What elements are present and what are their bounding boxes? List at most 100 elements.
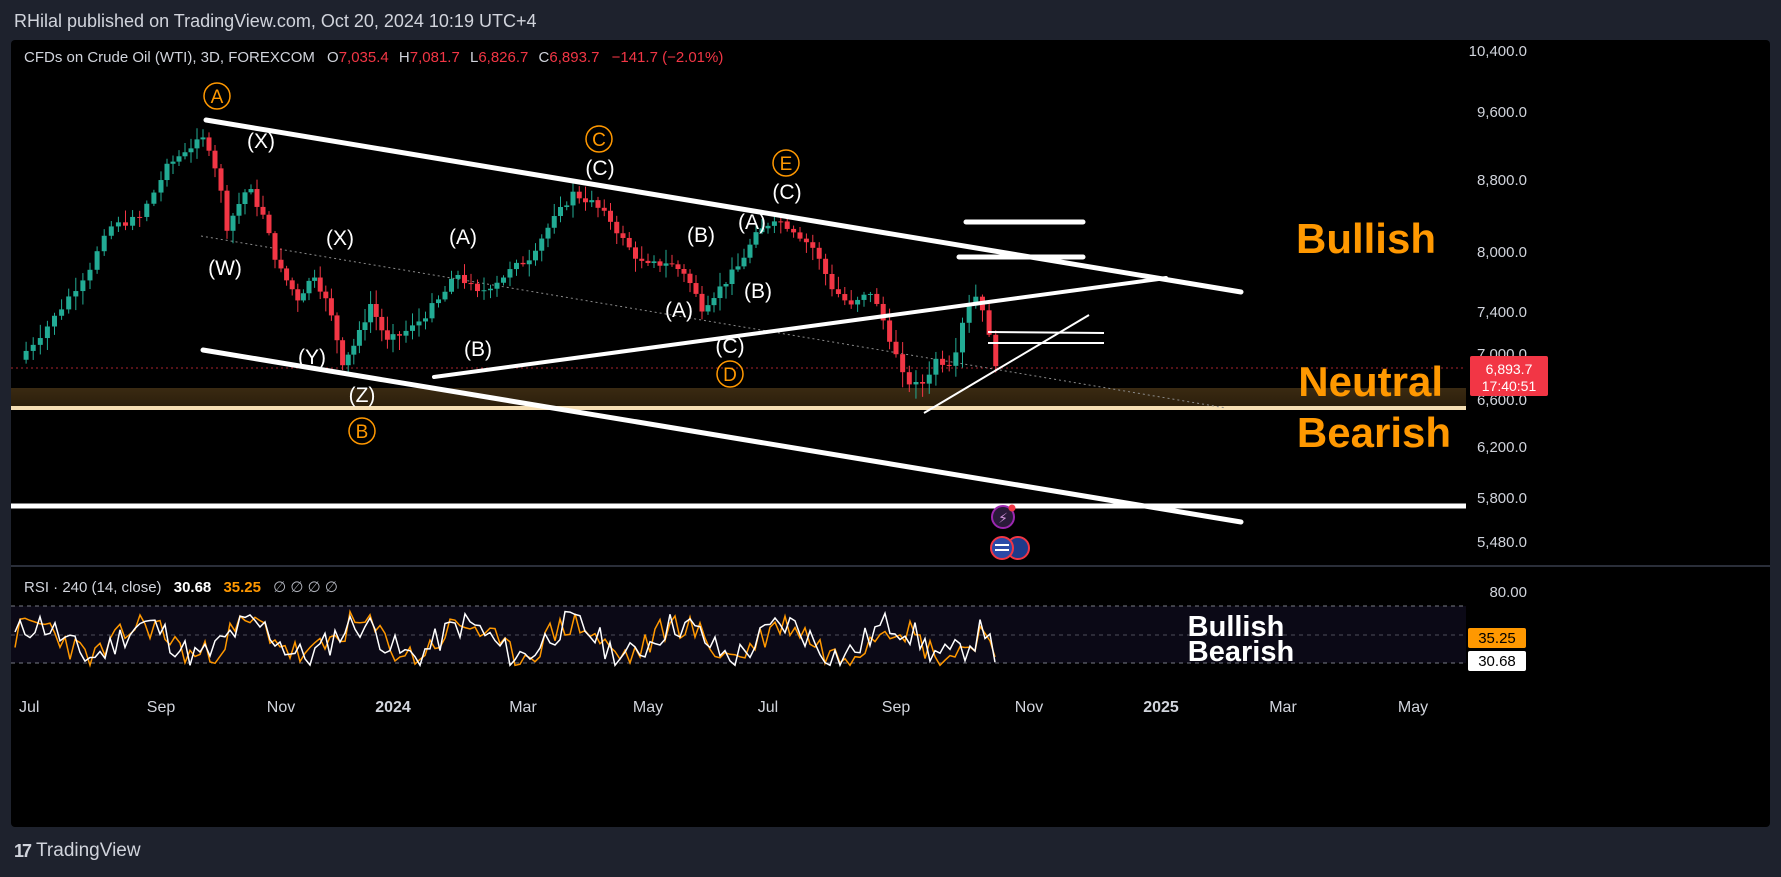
candle-body (759, 228, 765, 233)
wave-label-x1: (X) (247, 130, 275, 153)
price-tick-label: 7,400.0 (1477, 304, 1527, 321)
price-tick-label: 8,000.0 (1477, 244, 1527, 261)
candles (23, 128, 999, 399)
neutral-zone-band (11, 388, 1466, 409)
candle-body (526, 260, 532, 265)
event-icon-us-flag[interactable] (990, 536, 1030, 560)
candle-body (423, 318, 428, 322)
candle-body (379, 316, 385, 331)
candle-body (384, 330, 390, 340)
candle-body (558, 206, 563, 217)
candle-body (900, 354, 906, 373)
candle-body (170, 161, 176, 164)
candle-body (306, 280, 312, 294)
price-tick-label: 9,600.0 (1477, 104, 1527, 121)
flag-line-upper (987, 331, 1105, 334)
candle-body (475, 283, 480, 292)
candle-body (791, 228, 797, 233)
candle-body (236, 204, 242, 216)
last-price-value: 6,893.7 (1486, 361, 1533, 377)
candle-body (351, 345, 357, 355)
candle-body (893, 341, 899, 355)
candle-body (729, 269, 735, 284)
candle-body (539, 238, 545, 251)
major-wave-labels: A B C D E (203, 82, 800, 445)
candle-body (300, 293, 306, 301)
candle-body (345, 354, 351, 366)
candle-body (289, 280, 295, 290)
candle-body (295, 289, 301, 301)
candle-body (906, 372, 912, 385)
rsi-tag-signal: 35.25 (1468, 628, 1526, 648)
lower-channel-line (200, 347, 1244, 525)
candle-body (272, 233, 278, 260)
candle-body (123, 222, 128, 226)
rsi-legend-value2: 35.25 (223, 579, 261, 596)
chart-canvas[interactable]: (X) (W) (X) (Y) (Z) (A) (B) (C) (B) (A) … (11, 40, 1770, 827)
candle-body (966, 305, 972, 323)
candle-body (810, 242, 816, 248)
chart-panel[interactable]: (X) (W) (X) (Y) (Z) (A) (B) (C) (B) (A) … (11, 40, 1770, 827)
candle-body (101, 235, 107, 252)
rsi-legend-label: RSI · 240 (14, close) (24, 579, 162, 596)
rsi-pane: Bullish Bearish (11, 605, 1466, 668)
candle-body (797, 232, 803, 239)
candle-body (278, 259, 284, 269)
candle-body (520, 262, 526, 265)
rsi-tag-value: 30.68 (1468, 651, 1526, 671)
time-tick-label: May (633, 699, 663, 716)
candle-body (747, 244, 753, 258)
footer-brand[interactable]: 17 TradingView (14, 840, 141, 862)
svg-text:E: E (780, 154, 793, 175)
candle-body (874, 293, 880, 304)
candle-body (242, 192, 248, 205)
candle-body (570, 191, 576, 206)
wave-label-w: (W) (208, 257, 242, 280)
candle-body (328, 298, 334, 316)
channel-midline (200, 235, 1227, 409)
candle-body (248, 189, 254, 193)
time-tick-label: Sep (147, 699, 176, 716)
last-price-tag: 6,893.7 17:40:51 (1470, 356, 1548, 396)
time-tick-label: Nov (267, 699, 295, 716)
wave-label-a1: (A) (449, 226, 477, 249)
price-axis[interactable]: 10,400.09,600.08,800.08,000.07,400.07,00… (1469, 43, 1527, 551)
candle-body (633, 247, 638, 259)
time-tick-label: Sep (882, 699, 911, 716)
candle-body (416, 321, 422, 326)
major-wave-b-icon: B (348, 417, 376, 445)
zone-label-neutral: Neutral (1298, 358, 1443, 405)
time-tick-label: Mar (1269, 699, 1297, 716)
candle-body (218, 168, 224, 191)
candle-body (373, 304, 379, 317)
rsi-legend[interactable]: RSI · 240 (14, close) 30.68 35.25 ∅ ∅ ∅ … (24, 579, 338, 596)
candle-body (144, 203, 150, 217)
candle-body (933, 358, 939, 375)
candle-body (334, 315, 340, 341)
candle-body (87, 269, 93, 281)
change-value: −141.7 (−2.01%) (612, 49, 724, 66)
candle-body (340, 340, 346, 366)
tradingview-logo-icon: 17 (14, 840, 32, 861)
candle-body (254, 189, 260, 207)
candle-body (44, 326, 50, 339)
candle-body (784, 221, 790, 229)
candle-body (356, 330, 362, 346)
event-icon-lightning[interactable]: ⚡ (991, 504, 1016, 529)
wave-label-a3: (A) (738, 211, 766, 234)
time-axis[interactable]: Jul Sep Nov 2024 Mar May Jul Sep Nov 2025 Mar May (19, 699, 1428, 716)
candle-body (94, 251, 100, 270)
candle-body (507, 269, 513, 278)
candle-body (842, 294, 848, 301)
candle-body (920, 381, 926, 384)
candle-body (23, 350, 29, 360)
candle-body (993, 334, 999, 367)
candle-body (861, 294, 867, 300)
wave-label-b1: (B) (464, 338, 492, 361)
candle-body (771, 221, 777, 226)
candle-body (200, 137, 206, 140)
wave-label-a2: (A) (665, 299, 693, 322)
candle-body (735, 266, 741, 270)
candle-body (30, 344, 36, 351)
symbol-legend[interactable]: CFDs on Crude Oil (WTI), 3D, FOREXCOM O7… (24, 49, 723, 66)
